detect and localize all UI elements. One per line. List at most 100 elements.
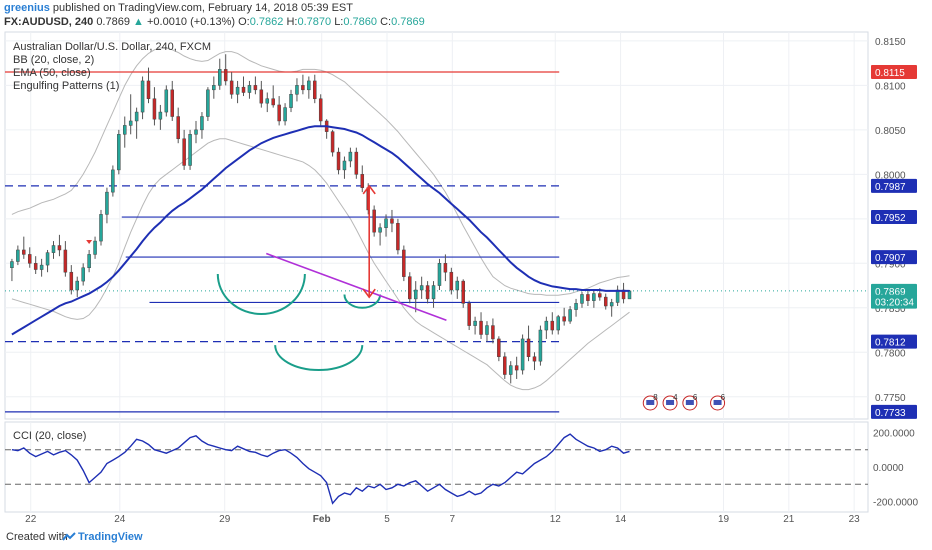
candle-body (63, 249, 68, 273)
price-tick-label: 0.7800 (875, 348, 906, 359)
time-tick-label: 12 (550, 514, 562, 525)
candle-body (164, 89, 169, 113)
candle-body (176, 116, 180, 140)
candle-body (22, 249, 26, 255)
price-tick-label: 0.7850 (875, 304, 906, 315)
candle-body (568, 309, 572, 322)
price-axis[interactable]: 0.81500.81000.80500.80000.79500.79000.78… (871, 37, 917, 419)
candle-body (39, 264, 44, 270)
horizontal-levels[interactable] (5, 71, 868, 413)
candle-body (508, 365, 513, 375)
flag-icon (666, 399, 675, 405)
candle-body (75, 280, 79, 291)
flag-icon (685, 399, 694, 405)
price-tag (871, 210, 917, 225)
price-tag-label: 0.7733 (875, 408, 906, 419)
candle-body (384, 218, 388, 228)
price-tag-label: 0.8115 (875, 68, 905, 79)
candle-body (158, 111, 163, 120)
target-arrow-head-top (362, 184, 376, 195)
candle-body (491, 325, 495, 340)
target-arrow-head-bottom (362, 288, 376, 299)
up-arrow-icon: ▲ (133, 16, 144, 28)
candle-body (87, 254, 91, 269)
legend-title: Australian Dollar/U.S. Dollar, 240, FXCM (13, 41, 211, 53)
pattern-arc (343, 294, 382, 309)
candle-body (609, 302, 614, 307)
bb-upper-line (11, 47, 630, 296)
price-tag (871, 334, 917, 349)
candle-body (271, 98, 275, 106)
time-tick-label: 21 (783, 514, 795, 525)
time-axis[interactable]: 22 24 29 Feb 5 7 12 14 19 21 23 (25, 514, 860, 525)
legend-bb: BB (20, close, 2) (13, 54, 94, 66)
ema-line (11, 125, 630, 336)
event-badge-count: 4 (673, 393, 678, 402)
candle-body (206, 89, 210, 117)
high-value: 0.7870 (297, 16, 332, 28)
candle-body (467, 303, 471, 326)
candle-body (235, 86, 240, 95)
candle-body (33, 263, 38, 270)
price-tag (871, 250, 917, 265)
close-label: C: (380, 16, 392, 28)
candle-body (318, 98, 323, 122)
candle-body (372, 209, 376, 233)
price-tag-label: 03:20:34 (875, 298, 914, 309)
candle-body (16, 249, 20, 262)
footer: Created with TradingView (0, 528, 932, 550)
price-tag (871, 178, 917, 193)
event-badge-count: 8 (653, 393, 658, 402)
tradingview-brand[interactable]: TradingView (78, 531, 143, 543)
close-value: 0.7869 (391, 16, 425, 28)
open-label: O: (238, 16, 250, 28)
time-tick-label: 19 (718, 514, 730, 525)
pattern-arc (216, 273, 306, 315)
candle-body (413, 289, 418, 300)
price-tag-label: 0.7987 (875, 182, 906, 193)
candle-body (627, 290, 632, 300)
candle-body (431, 285, 436, 300)
time-tick-label: 29 (219, 514, 231, 525)
candle-body (188, 134, 192, 166)
last-price: 0.7869 (96, 16, 130, 28)
cci-pane-frame (4, 421, 869, 513)
engulfing-marker (86, 239, 93, 244)
candle-body (223, 69, 228, 82)
legend: Australian Dollar/U.S. Dollar, 240, FXCM… (13, 41, 211, 442)
candle-body (520, 338, 525, 371)
author-name[interactable]: greenius (4, 2, 50, 14)
time-tick-label: 22 (25, 514, 37, 525)
drawings[interactable]: 8 4 6 6 (216, 184, 726, 411)
flag-icon (713, 399, 722, 405)
time-tick-label: 14 (615, 514, 627, 525)
candle-body (45, 252, 50, 266)
candle-body (574, 303, 578, 310)
cci-tick-label: 0.0000 (873, 463, 904, 474)
candle-body (330, 131, 335, 153)
candle-body (313, 80, 317, 99)
candle-body (93, 240, 97, 255)
candle-body (295, 85, 299, 95)
candle-body (259, 89, 264, 104)
price-tag (871, 65, 917, 80)
grid (4, 31, 869, 513)
cci-axis[interactable]: 200.0000 0.0000 -200.0000 (873, 428, 918, 508)
candle-body (603, 296, 608, 307)
candlesticks (10, 54, 632, 384)
flag-icon (646, 399, 655, 405)
candle-body (111, 169, 115, 193)
chart-header: greenius published on TradingView.com, F… (0, 0, 932, 30)
candle-body (342, 160, 347, 171)
time-tick-label: 7 (450, 514, 456, 525)
candle-body (81, 267, 85, 282)
price-tick-label: 0.8050 (875, 126, 906, 137)
candle-body (307, 80, 311, 91)
candle-body (354, 151, 359, 175)
price-tag-label: 0.7812 (875, 338, 906, 349)
candle-body (580, 294, 584, 304)
candle-body (550, 320, 555, 331)
bollinger-bands (11, 47, 630, 391)
symbol-label[interactable]: FX:AUDUSD, 240 (4, 16, 94, 28)
